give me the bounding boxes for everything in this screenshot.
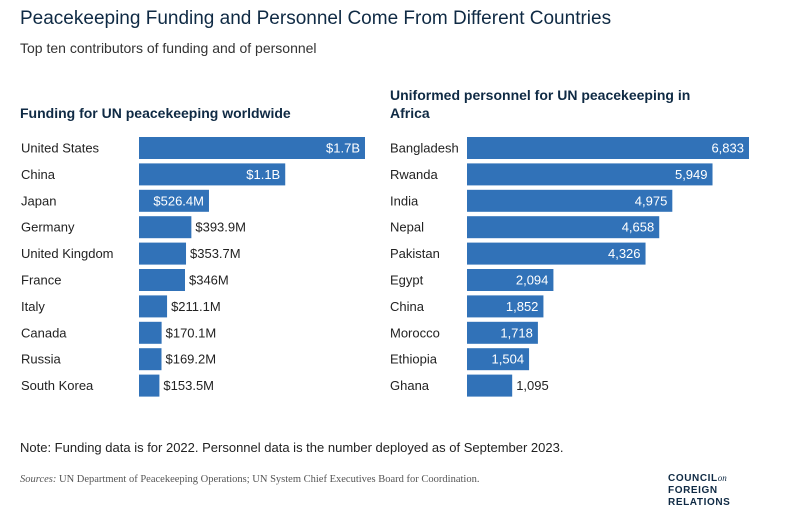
personnel-category-label-pakistan: Pakistan — [390, 246, 440, 261]
funding-category-label-italy: Italy — [21, 299, 45, 314]
funding-bar-germany — [139, 216, 192, 239]
funding-value-label-china: $1.1B — [246, 167, 280, 182]
cfr-logo: COUNCILon FOREIGN RELATIONS — [668, 472, 788, 509]
personnel-category-label-ethiopia: Ethiopia — [390, 352, 438, 367]
personnel-value-label-india: 4,975 — [635, 193, 668, 208]
funding-category-label-france: France — [21, 273, 61, 288]
personnel-category-label-ghana: Ghana — [390, 378, 430, 393]
funding-value-label-united-kingdom: $353.7M — [190, 246, 241, 261]
personnel-category-label-india: India — [390, 193, 419, 208]
page-subtitle: Top ten contributors of funding and of p… — [20, 40, 317, 56]
personnel-bar-egypt — [467, 269, 554, 291]
personnel-chart-title: Uniformed personnel for UN peacekeeping … — [390, 87, 691, 121]
personnel-value-label-ethiopia: 1,504 — [492, 352, 525, 367]
funding-bar-canada — [139, 321, 162, 344]
personnel-bar-nepal — [467, 216, 660, 239]
personnel-category-label-rwanda: Rwanda — [390, 167, 438, 182]
funding-value-label-canada: $170.1M — [166, 325, 217, 340]
personnel-bar-bangladesh — [467, 137, 749, 159]
funding-bar-china — [139, 163, 286, 186]
footnote: Note: Funding data is for 2022. Personne… — [20, 440, 564, 455]
funding-category-label-united-states: United States — [21, 141, 100, 156]
page-title: Peacekeeping Funding and Personnel Come … — [20, 8, 612, 29]
logo-word-relations: RELATIONS — [668, 497, 731, 508]
personnel-category-label-bangladesh: Bangladesh — [390, 141, 459, 156]
funding-category-label-china: China — [21, 167, 56, 182]
funding-bar-italy — [139, 295, 168, 318]
personnel-value-label-china: 1,852 — [506, 299, 539, 314]
personnel-bar-india — [467, 189, 673, 212]
funding-bar-south-korea — [139, 374, 160, 397]
personnel-value-label-rwanda: 5,949 — [675, 167, 708, 182]
personnel-value-label-ghana: 1,095 — [516, 378, 549, 393]
funding-chart-title: Funding for UN peacekeeping worldwide — [20, 105, 291, 121]
funding-bar-united-states — [139, 137, 365, 159]
funding-category-label-united-kingdom: United Kingdom — [21, 246, 114, 261]
personnel-bar-ghana — [467, 374, 513, 397]
logo-word-council: COUNCIL — [668, 473, 718, 484]
funding-category-label-germany: Germany — [21, 220, 75, 235]
funding-value-label-japan: $526.4M — [153, 193, 204, 208]
funding-value-label-italy: $211.1M — [171, 299, 221, 314]
personnel-bar-china — [467, 295, 544, 318]
funding-bar-japan — [139, 189, 209, 212]
funding-category-label-south-korea: South Korea — [21, 378, 94, 393]
logo-word-on: on — [717, 473, 727, 483]
sources-label: Sources: — [20, 474, 57, 485]
logo-word-foreign: FOREIGN — [668, 485, 718, 496]
funding-bar-chart: United States $1.7B China $1.1B Japan $526.4M… — [21, 137, 365, 397]
personnel-bar-chart: Bangladesh 6,833 Rwanda 5,949 India 4,975 Nepa… — [390, 137, 749, 397]
funding-bar-france — [139, 269, 185, 291]
personnel-bar-rwanda — [467, 163, 713, 186]
personnel-category-label-morocco: Morocco — [390, 325, 440, 340]
sources-text: UN Department of Peacekeeping Operations… — [58, 474, 480, 485]
personnel-value-label-pakistan: 4,326 — [608, 246, 641, 261]
personnel-bar-morocco — [467, 321, 538, 344]
funding-value-label-russia: $169.2M — [165, 352, 216, 367]
funding-value-label-united-states: $1.7B — [326, 141, 360, 156]
funding-category-label-canada: Canada — [21, 325, 67, 340]
sources-line: Sources: UN Department of Peacekeeping O… — [20, 474, 479, 485]
funding-value-label-germany: $393.9M — [195, 220, 246, 235]
funding-value-label-south-korea: $153.5M — [163, 378, 214, 393]
personnel-bar-ethiopia — [467, 348, 530, 371]
personnel-value-label-morocco: 1,718 — [500, 325, 533, 340]
personnel-value-label-egypt: 2,094 — [516, 273, 549, 288]
funding-bar-united-kingdom — [139, 242, 187, 265]
funding-category-label-japan: Japan — [21, 193, 56, 208]
funding-category-label-russia: Russia — [21, 352, 62, 367]
funding-value-label-france: $346M — [189, 273, 229, 288]
personnel-value-label-nepal: 4,658 — [622, 220, 655, 235]
personnel-bar-pakistan — [467, 242, 646, 265]
personnel-category-label-china: China — [390, 299, 425, 314]
personnel-category-label-nepal: Nepal — [390, 220, 424, 235]
personnel-value-label-bangladesh: 6,833 — [711, 141, 744, 156]
funding-bar-russia — [139, 348, 162, 371]
personnel-category-label-egypt: Egypt — [390, 273, 424, 288]
